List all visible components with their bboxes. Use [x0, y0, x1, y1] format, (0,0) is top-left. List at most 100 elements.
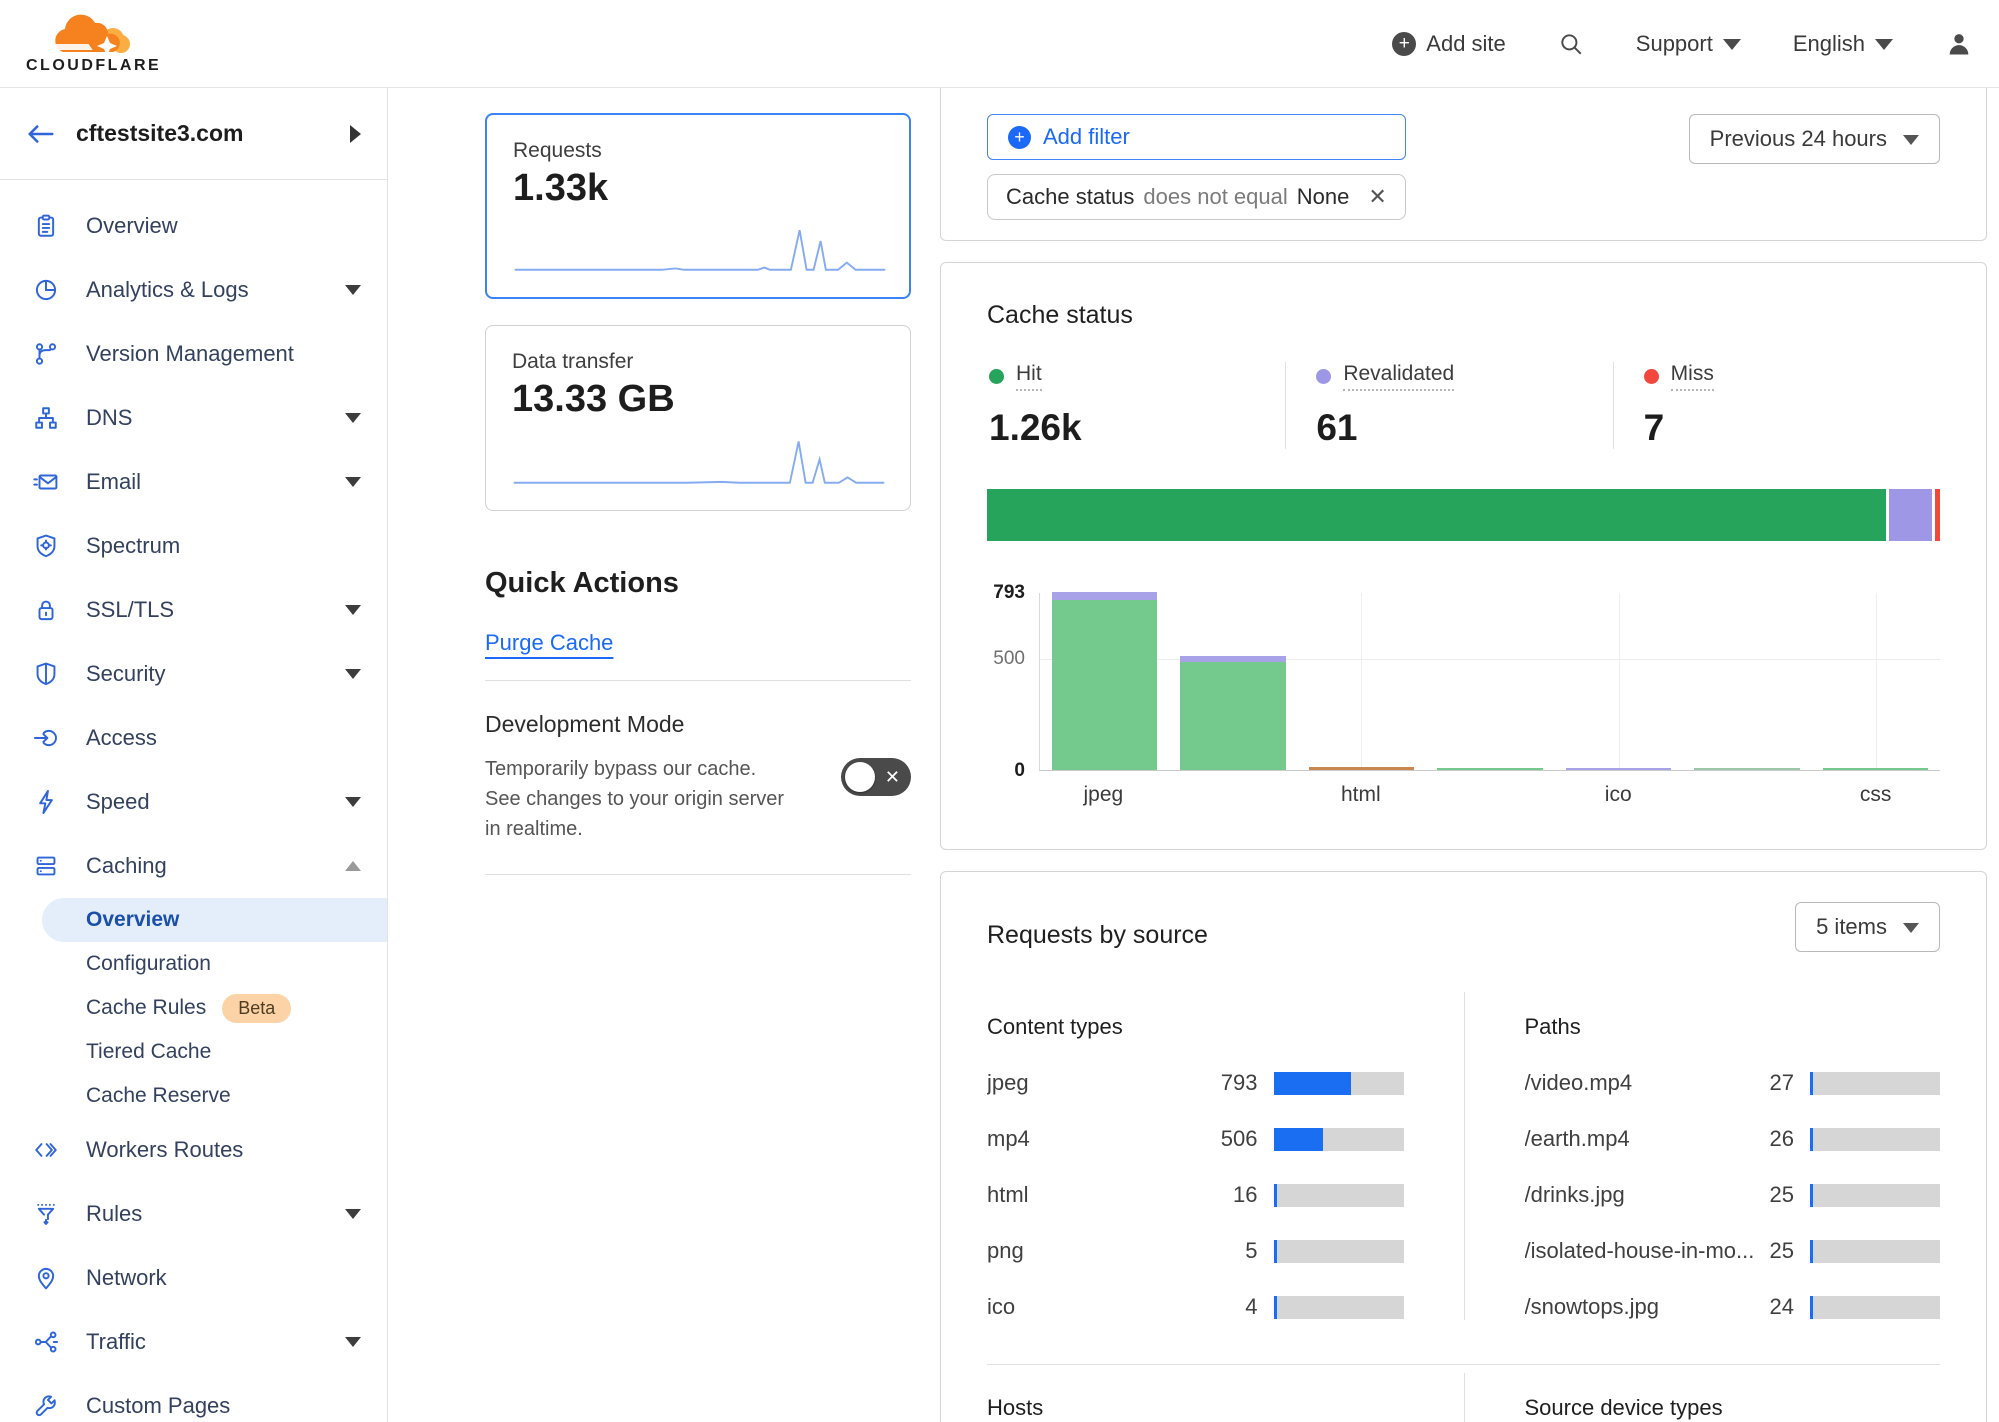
- cache-status-card: Cache status Hit 1.26k Revalidated 61 Miss 7 …: [940, 262, 1987, 850]
- development-mode-toggle[interactable]: ✕: [841, 758, 911, 796]
- sidebar-item-label: Rules: [86, 1201, 143, 1226]
- search-button[interactable]: [1558, 31, 1584, 57]
- time-range-dropdown[interactable]: Previous 24 hours: [1688, 114, 1940, 164]
- site-header: cftestsite3.com: [0, 88, 387, 180]
- sidebar-subitem-cache-rules[interactable]: Cache Rules Beta: [0, 986, 387, 1030]
- chart-slot: [1297, 593, 1426, 770]
- quick-actions-title: Quick Actions: [485, 567, 679, 599]
- remove-filter-icon[interactable]: ✕: [1368, 184, 1387, 209]
- sidebar-subitem-tiered-cache[interactable]: Tiered Cache: [0, 1030, 387, 1074]
- cache-stat-value: 1.26k: [989, 407, 1082, 448]
- source-row: html 16: [987, 1182, 1404, 1208]
- add-filter-button[interactable]: + Add filter: [987, 114, 1406, 160]
- sidebar-subitem-overview[interactable]: Overview: [42, 898, 387, 942]
- x-tick-label: ico: [1604, 783, 1632, 806]
- filter-value: None: [1296, 184, 1350, 209]
- support-menu[interactable]: Support: [1636, 31, 1741, 57]
- chart-slot: [1811, 593, 1940, 770]
- sidebar-item-network[interactable]: Network: [0, 1246, 387, 1310]
- source-row-bar: [1273, 1239, 1404, 1263]
- legend-dot-icon: [989, 369, 1004, 384]
- main-layout: cftestsite3.com Overview Analytics & Logs…: [0, 88, 1999, 1422]
- data-transfer-metric-card[interactable]: Data transfer 13.33 GB: [485, 325, 911, 511]
- chart-plot-area: [1039, 592, 1940, 771]
- sidebar-item-analytics-logs[interactable]: Analytics & Logs: [0, 258, 387, 322]
- sidebar-item-ssl-tls[interactable]: SSL/TLS: [0, 578, 387, 642]
- caching-icon: [33, 853, 59, 879]
- access-icon: [33, 725, 59, 751]
- account-menu[interactable]: [1945, 30, 1973, 58]
- cache-stat-hit: Hit 1.26k: [987, 362, 1285, 449]
- cloudflare-logo[interactable]: CLOUDFLARE: [26, 12, 161, 75]
- source-row: /earth.mp4 26: [1525, 1126, 1940, 1152]
- sidebar-item-label: Caching: [86, 853, 167, 878]
- source-row-bar: [1810, 1183, 1940, 1207]
- chevron-up-icon: [345, 861, 361, 871]
- filter-chip[interactable]: Cache status does not equal None ✕: [987, 174, 1406, 220]
- sidebar-subitem-configuration[interactable]: Configuration: [0, 942, 387, 986]
- chart-slot: [1554, 593, 1683, 770]
- chevron-right-icon[interactable]: [350, 124, 361, 143]
- items-count-dropdown[interactable]: 5 items: [1795, 902, 1940, 952]
- back-arrow-icon[interactable]: [26, 121, 56, 147]
- sidebar-item-workers-routes[interactable]: Workers Routes: [0, 1118, 387, 1182]
- sidebar-item-custom-pages[interactable]: Custom Pages: [0, 1374, 387, 1422]
- sidebar-item-overview[interactable]: Overview: [0, 194, 387, 258]
- source-row-bar: [1273, 1071, 1404, 1095]
- sidebar-item-label: Analytics & Logs: [86, 277, 249, 302]
- sidebar-item-label: Workers Routes: [86, 1137, 244, 1162]
- beta-badge: Beta: [222, 993, 292, 1023]
- cache-stat-label[interactable]: Hit: [1016, 362, 1042, 391]
- sidebar-item-caching[interactable]: Caching: [0, 834, 387, 898]
- cache-status-bar-chart: 793 500 0 jpeg html ico css: [987, 582, 1940, 807]
- cache-stat-label[interactable]: Miss: [1670, 362, 1714, 391]
- x-tick-label: jpeg: [1083, 783, 1124, 806]
- sidebar-subitem-cache-reserve[interactable]: Cache Reserve: [0, 1074, 387, 1118]
- sidebar-item-label: Email: [86, 469, 142, 494]
- chart-bar-segment: [1565, 768, 1672, 770]
- sidebar-item-traffic[interactable]: Traffic: [0, 1310, 387, 1374]
- cache-stat-revalidated: Revalidated 61: [1285, 362, 1612, 449]
- sidebar-item-access[interactable]: Access: [0, 706, 387, 770]
- sidebar-item-label: Speed: [86, 789, 150, 814]
- analytics-icon: [33, 277, 59, 303]
- language-menu[interactable]: English: [1793, 31, 1893, 57]
- source-group-content-types: Content types jpeg 793 mp4 506 html 16 png 5 ico 4: [987, 992, 1464, 1320]
- sidebar-item-label: Security: [86, 661, 166, 686]
- sidebar: cftestsite3.com Overview Analytics & Logs…: [0, 88, 388, 1422]
- sidebar-item-security[interactable]: Security: [0, 642, 387, 706]
- chart-bar-css: [1823, 768, 1929, 770]
- chart-bar: [1694, 768, 1800, 770]
- add-filter-label: Add filter: [1043, 124, 1130, 149]
- sidebar-item-rules[interactable]: Rules: [0, 1182, 387, 1246]
- items-count-label: 5 items: [1816, 914, 1887, 939]
- cache-stat-miss: Miss 7: [1612, 362, 1940, 449]
- source-group-row: Hostscftestsite3.com1.33kSource device t…: [987, 1364, 1940, 1422]
- chevron-down-icon: [345, 285, 361, 295]
- chevron-down-icon: [345, 413, 361, 423]
- purge-cache-link[interactable]: Purge Cache: [485, 630, 614, 655]
- chevron-down-icon: [345, 669, 361, 679]
- email-icon: [33, 469, 59, 495]
- sidebar-item-email[interactable]: Email: [0, 450, 387, 514]
- sidebar-item-speed[interactable]: Speed: [0, 770, 387, 834]
- source-row-bar: [1273, 1183, 1404, 1207]
- source-row-bar-fill: [1273, 1239, 1277, 1263]
- sidebar-item-label: Network: [86, 1265, 167, 1290]
- sidebar-item-version-management[interactable]: Version Management: [0, 322, 387, 386]
- filter-bar: + Add filter Cache status does not equal…: [940, 88, 1987, 241]
- chart-slot: [1040, 592, 1169, 770]
- add-site-button[interactable]: + Add site: [1392, 31, 1506, 57]
- chevron-down-icon: [345, 797, 361, 807]
- source-row: /drinks.jpg 25: [1525, 1182, 1940, 1208]
- support-label: Support: [1635, 30, 1713, 56]
- source-row-value: 16: [1233, 1182, 1258, 1207]
- requests-metric-card[interactable]: Requests 1.33k: [485, 113, 911, 299]
- time-range-label: Previous 24 hours: [1709, 126, 1887, 151]
- cache-stat-label[interactable]: Revalidated: [1343, 362, 1455, 391]
- development-mode-title: Development Mode: [485, 711, 685, 737]
- sidebar-nav: Overview Analytics & Logs Version Manageme…: [0, 180, 387, 1422]
- sidebar-item-spectrum[interactable]: Spectrum: [0, 514, 387, 578]
- data-transfer-sparkline: [513, 441, 885, 484]
- sidebar-item-dns[interactable]: DNS: [0, 386, 387, 450]
